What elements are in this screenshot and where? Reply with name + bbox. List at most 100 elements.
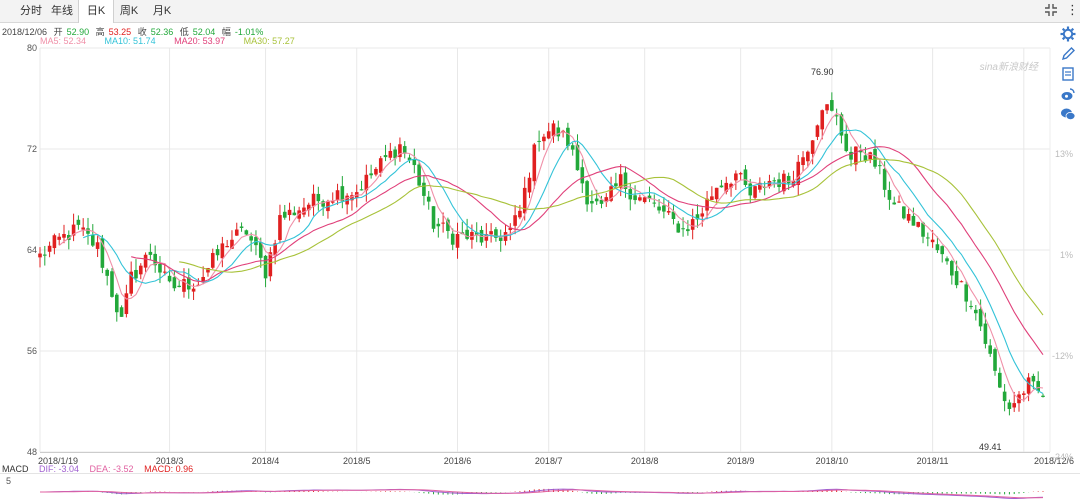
candle-body <box>354 192 359 198</box>
candle-body <box>983 323 988 344</box>
candle-body <box>580 167 585 184</box>
info-low-label: 低 <box>179 27 189 37</box>
macd-dea: DEA: -3.52 <box>89 464 134 474</box>
macd-value: MACD: 0.96 <box>144 464 194 474</box>
right-axis-label: 1% <box>1060 250 1073 260</box>
ma10-line <box>82 129 1044 394</box>
candle-body <box>508 228 513 231</box>
candle-body <box>441 222 445 224</box>
candle-body <box>119 307 124 317</box>
wechat-icon[interactable] <box>1060 106 1076 122</box>
candle-body <box>542 136 546 142</box>
candle-body <box>791 180 796 186</box>
candle-body <box>278 215 282 240</box>
low-annotation: 49.41 <box>979 442 1002 452</box>
candle-body <box>782 173 786 192</box>
candle-body <box>796 161 801 185</box>
candles <box>38 92 1045 416</box>
candle-body <box>407 157 412 161</box>
candle-body <box>158 263 162 273</box>
info-close-label: 收 <box>137 27 147 37</box>
tab-monthly-k[interactable]: 月K <box>152 5 172 17</box>
right-axis-label: -12% <box>1052 351 1073 361</box>
candle-body <box>340 186 345 202</box>
macd-name: MACD <box>2 464 29 474</box>
candle-body <box>321 201 325 207</box>
candle-body <box>892 202 897 205</box>
candle-body <box>522 187 527 214</box>
ma5-legend: MA5: 52.34 <box>40 36 87 46</box>
candle-body <box>993 349 997 371</box>
candle-body <box>201 277 205 283</box>
candle-body <box>714 187 719 200</box>
y-tick-label: 80 <box>27 43 37 53</box>
candle-body <box>1017 394 1021 404</box>
candle-body <box>758 182 762 190</box>
ma30-legend: MA30: 57.27 <box>243 36 295 46</box>
weibo-icon[interactable] <box>1060 86 1076 102</box>
candle-body <box>638 197 642 201</box>
candle-body <box>887 190 892 200</box>
info-change: -1.01% <box>234 27 264 37</box>
candle-body <box>287 209 292 216</box>
candle-body <box>681 228 685 230</box>
candle-body <box>590 201 594 204</box>
candle-body <box>642 197 647 203</box>
candle-body <box>402 146 407 154</box>
tab-intraday[interactable]: 分时 <box>20 5 42 17</box>
candle-body <box>62 233 66 238</box>
ma20-line <box>131 146 1044 356</box>
candle-body <box>345 195 349 205</box>
ohlc-info: 2018/12/06 开 52.90 高 53.25 收 52.36 低 52.04 幅… <box>2 25 267 38</box>
candle-body <box>388 150 393 158</box>
candle-body <box>114 294 119 313</box>
candle-body <box>479 229 484 243</box>
candle-body <box>998 372 1002 388</box>
candle-body <box>614 183 618 187</box>
more-vertical-icon[interactable]: ⋮ <box>1066 2 1079 17</box>
candle-body <box>527 177 532 193</box>
macd-axis-label: 5 <box>6 476 11 486</box>
candle-body <box>172 277 177 289</box>
candle-body <box>537 140 541 142</box>
candle-body <box>676 223 681 233</box>
candle-body <box>878 165 882 167</box>
candle-body <box>935 244 940 251</box>
candle-body <box>748 183 753 196</box>
fullscreen-icon[interactable] <box>1044 3 1058 17</box>
side-toolbar <box>1056 22 1080 126</box>
pencil-icon[interactable] <box>1060 46 1076 62</box>
gear-icon[interactable] <box>1060 26 1076 42</box>
tab-weekly-k[interactable]: 周K <box>119 5 139 17</box>
candle-body <box>518 210 522 218</box>
candle-body <box>585 181 589 205</box>
note-icon[interactable] <box>1060 66 1076 82</box>
candle-body <box>225 246 229 248</box>
candle-body <box>350 195 354 201</box>
candle-body <box>186 277 191 290</box>
candle-body <box>215 249 220 256</box>
y-tick-label: 48 <box>27 447 37 457</box>
candle-body <box>398 144 402 158</box>
candle-body <box>422 182 426 196</box>
tab-daily-k[interactable]: 日K <box>78 0 114 23</box>
candle-body <box>66 235 71 241</box>
candle-body <box>628 189 633 200</box>
candle-body <box>359 189 364 191</box>
candle-body <box>719 185 724 188</box>
info-low: 52.04 <box>192 27 216 37</box>
candle-body <box>330 201 335 203</box>
candle-body <box>911 215 916 226</box>
candle-body <box>729 183 733 188</box>
candle-body <box>311 193 316 207</box>
candle-body <box>383 155 388 158</box>
candle-body <box>772 180 777 182</box>
candle-body <box>753 186 757 198</box>
x-tick-label: 2018/6 <box>444 456 472 466</box>
info-open-label: 开 <box>53 27 63 37</box>
candle-body <box>974 309 978 314</box>
candle-body <box>652 202 657 204</box>
candle-body <box>724 182 729 192</box>
tab-year[interactable]: 年线 <box>51 5 73 17</box>
